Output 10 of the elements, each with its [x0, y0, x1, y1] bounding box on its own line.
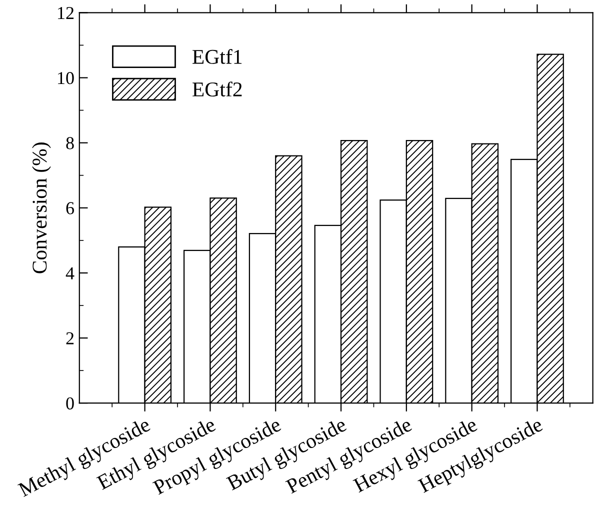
y-tick-label: 6	[66, 202, 74, 214]
y-axis-title: Conversion (%)	[32, 142, 51, 274]
legend-label: EGtf2	[192, 82, 242, 96]
y-tick-label: 0	[66, 397, 74, 410]
y-tick-label: 2	[66, 332, 74, 344]
y-tick-label: 12	[58, 6, 74, 19]
legend-label: EGtf1	[192, 49, 242, 64]
y-tick-label: 8	[66, 137, 74, 150]
y-tick-label: 4	[66, 267, 74, 280]
y-tick-label: 10	[58, 72, 74, 84]
